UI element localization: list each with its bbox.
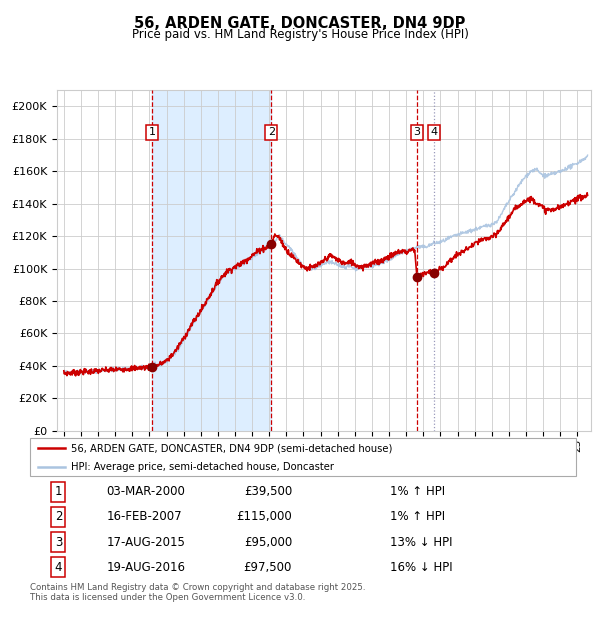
Text: 56, ARDEN GATE, DONCASTER, DN4 9DP: 56, ARDEN GATE, DONCASTER, DN4 9DP (134, 16, 466, 30)
Text: 16% ↓ HPI: 16% ↓ HPI (391, 560, 453, 574)
Text: 03-MAR-2000: 03-MAR-2000 (106, 485, 185, 498)
Text: 1% ↑ HPI: 1% ↑ HPI (391, 510, 445, 523)
Text: 3: 3 (55, 536, 62, 549)
Text: 19-AUG-2016: 19-AUG-2016 (106, 560, 185, 574)
Text: 4: 4 (55, 560, 62, 574)
Text: 1: 1 (55, 485, 62, 498)
Text: £97,500: £97,500 (244, 560, 292, 574)
Text: HPI: Average price, semi-detached house, Doncaster: HPI: Average price, semi-detached house,… (71, 461, 334, 472)
Text: Contains HM Land Registry data © Crown copyright and database right 2025.
This d: Contains HM Land Registry data © Crown c… (30, 583, 365, 602)
Text: 13% ↓ HPI: 13% ↓ HPI (391, 536, 453, 549)
Text: 1% ↑ HPI: 1% ↑ HPI (391, 485, 445, 498)
Text: 3: 3 (413, 127, 421, 137)
Bar (152, 90, 271, 431)
Text: 1: 1 (149, 127, 156, 137)
Text: Price paid vs. HM Land Registry's House Price Index (HPI): Price paid vs. HM Land Registry's House … (131, 28, 469, 41)
Text: 2: 2 (55, 510, 62, 523)
Text: 2: 2 (268, 127, 275, 137)
Text: £95,000: £95,000 (244, 536, 292, 549)
Text: 4: 4 (430, 127, 437, 137)
Text: £39,500: £39,500 (244, 485, 292, 498)
Text: 56, ARDEN GATE, DONCASTER, DN4 9DP (semi-detached house): 56, ARDEN GATE, DONCASTER, DN4 9DP (semi… (71, 443, 392, 453)
FancyBboxPatch shape (30, 438, 576, 476)
Text: 17-AUG-2015: 17-AUG-2015 (106, 536, 185, 549)
Text: 16-FEB-2007: 16-FEB-2007 (106, 510, 182, 523)
Text: £115,000: £115,000 (236, 510, 292, 523)
